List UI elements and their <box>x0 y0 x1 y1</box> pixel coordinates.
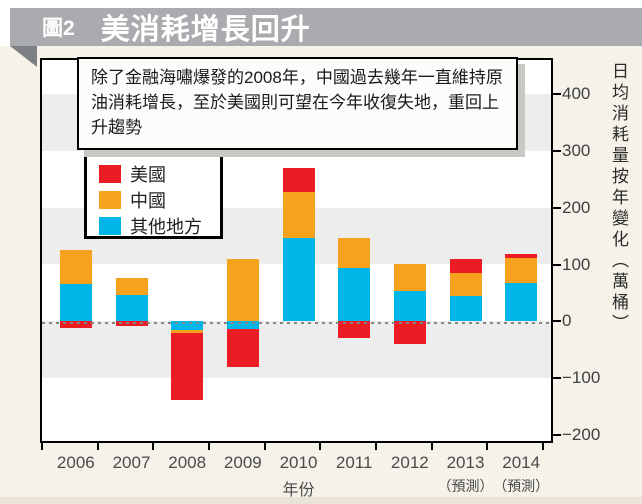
grid-band <box>42 321 551 379</box>
bar-segment <box>59 284 92 322</box>
x-axis-category-label: 2007 <box>112 453 151 472</box>
bar-segment <box>393 290 426 322</box>
x-axis-tick <box>41 443 43 450</box>
legend-label: 其他地方 <box>130 217 202 237</box>
bar-segment <box>171 329 204 334</box>
y-axis-tick-label: 100 <box>562 254 591 274</box>
bar-segment <box>171 333 204 401</box>
bottom-strip <box>0 497 642 504</box>
annotation-box: 除了金融海嘯爆發的2008年，中國過去幾年一直維持原油消耗增長，至於美國則可望在… <box>77 57 518 150</box>
bar-segment <box>449 296 482 322</box>
y-axis-tick <box>553 93 561 95</box>
y-axis-tick-label: 200 <box>562 197 591 217</box>
x-axis-tick <box>319 443 322 450</box>
bar-segment <box>449 259 482 273</box>
legend-swatch <box>99 217 121 235</box>
x-axis-tick <box>486 443 489 450</box>
x-axis-tick <box>430 443 433 450</box>
x-axis-title: 年份 <box>282 482 315 499</box>
bar-segment <box>226 321 259 329</box>
x-axis-tick <box>263 443 266 450</box>
forecast-note: （預測） <box>493 478 550 494</box>
y-axis-tick <box>553 263 561 266</box>
bar-segment <box>338 321 371 339</box>
x-axis-tick <box>96 443 99 450</box>
bar-segment <box>115 277 148 295</box>
x-axis-category-label: 2014 <box>502 453 541 472</box>
bar-segment <box>338 268 371 322</box>
figure-number: 圖2 <box>42 17 75 40</box>
y-axis-tick <box>553 434 561 436</box>
x-axis-category-label: 2011 <box>335 453 373 472</box>
bar-segment <box>282 168 315 193</box>
y-axis-tick-label: −200 <box>562 425 601 444</box>
y-axis-tick <box>553 149 561 152</box>
legend-box: 美國 中國 其他地方 <box>84 150 223 239</box>
header-bar: 圖2 美消耗增長回升 <box>10 8 642 46</box>
bar-segment <box>282 192 315 238</box>
bar-segment <box>282 237 315 322</box>
y-axis-tick-label: −100 <box>562 368 601 388</box>
page-title: 美消耗增長回升 <box>100 14 311 46</box>
x-axis-tick <box>152 443 155 450</box>
zero-line <box>42 322 551 325</box>
bar-segment <box>505 253 538 258</box>
y-axis-tick-label: 300 <box>562 140 591 160</box>
x-axis-tick <box>542 443 544 450</box>
x-axis-tick <box>208 443 210 450</box>
bar-segment <box>449 273 482 297</box>
x-axis-category-label: 2009 <box>223 453 262 472</box>
x-axis-category-label: 2012 <box>390 453 429 472</box>
bar-segment <box>59 321 92 329</box>
legend-item: 其他地方 <box>99 213 210 239</box>
y-axis-tick <box>553 206 561 209</box>
bar-segment <box>505 257 538 283</box>
forecast-note: （預測） <box>437 478 494 494</box>
bar-segment <box>505 282 538 322</box>
bar-segment <box>393 321 426 345</box>
y-axis-tick-label: 400 <box>562 84 591 103</box>
legend-label: 美國 <box>130 165 166 185</box>
bar-segment <box>338 238 371 269</box>
x-axis-category-label: 2013 <box>446 453 485 472</box>
bar-segment <box>171 321 204 330</box>
bar-segment <box>393 263 426 291</box>
bar-segment <box>226 328 259 367</box>
legend-item: 中國 <box>99 187 210 213</box>
legend-item: 美國 <box>99 161 210 187</box>
bar-segment <box>226 258 259 322</box>
legend-swatch <box>99 191 121 209</box>
bar-segment <box>115 294 148 322</box>
legend-label: 中國 <box>130 191 166 211</box>
x-axis-tick <box>375 443 377 450</box>
bar-segment <box>59 250 92 285</box>
y-axis-title: 日均消耗量按年變化（萬桶） <box>609 62 628 335</box>
x-axis-category-label: 2006 <box>56 453 95 472</box>
x-axis-category-label: 2008 <box>168 453 207 472</box>
y-axis-tick-label: 0 <box>562 311 572 331</box>
x-axis-category-label: 2010 <box>279 453 318 472</box>
y-axis-tick <box>553 377 561 380</box>
y-axis-tick <box>553 320 561 323</box>
legend-swatch <box>99 165 121 183</box>
